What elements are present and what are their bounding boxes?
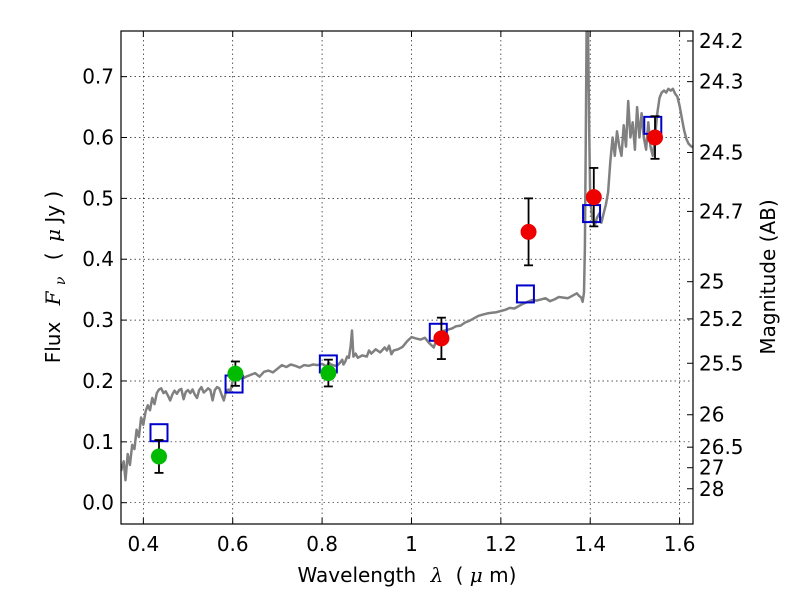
x-tick-label: 1.4 (574, 532, 606, 556)
photometry-point (585, 189, 602, 206)
model-photometry-square (515, 284, 535, 304)
x-axis-title: Wavelength λ ( μ m) (298, 563, 517, 587)
y-axis-unit-close: Jy ) (41, 191, 65, 225)
y-tick-label: 0.6 (82, 126, 114, 150)
magnitude-tick-label: 28 (699, 477, 724, 501)
x-tick-label: 1.2 (485, 532, 517, 556)
y-tick-label: 0.4 (82, 247, 114, 271)
magnitude-tick-label: 25.2 (699, 307, 744, 331)
grid-lines (121, 31, 693, 524)
magnitude-tick-label: 24.5 (699, 140, 744, 164)
x-tick-label: 0.4 (127, 532, 159, 556)
photometry-point (647, 129, 664, 146)
magnitude-tick-label: 27 (699, 456, 724, 480)
tick-marks (121, 31, 693, 524)
model-photometry-square (582, 204, 602, 224)
y-tick-label: 0.2 (82, 369, 114, 393)
spectrum-line (121, 31, 693, 482)
model-photometry-square (149, 423, 169, 443)
x-axis-symbol: λ (430, 563, 444, 587)
magnitude-tick-label: 24.3 (699, 70, 744, 94)
x-axis-title-text: Wavelength (298, 563, 417, 587)
y-tick-label: 0.1 (82, 430, 114, 454)
tick-labels: 0.4 0.6 0.8 1 1.2 1.4 1.6 0.0 0.1 0.2 0.3 0.4 0.5 0.6… (82, 29, 743, 556)
magnitude-axis-title: Magnitude (AB) (756, 199, 780, 354)
x-axis-unit-close: m) (489, 563, 516, 587)
x-tick-label: 1.6 (664, 532, 696, 556)
magnitude-tick-label: 24.2 (699, 29, 744, 53)
x-tick-label: 1 (405, 532, 418, 556)
y-axis-unit-mu: μ (41, 229, 65, 242)
magnitude-tick-label: 26 (699, 403, 724, 427)
x-axis-unit-open: ( (456, 563, 464, 587)
x-axis-unit-mu: μ (470, 563, 483, 587)
photometry-point (520, 223, 537, 240)
photometry-point (227, 365, 244, 382)
y-axis-unit-open: ( (41, 252, 65, 260)
plot-frame (120, 30, 694, 525)
spectrum-layer (121, 31, 693, 482)
magnitude-tick-label: 26.5 (699, 435, 744, 459)
y-axis-title-text: Flux (41, 322, 65, 364)
x-tick-label: 0.8 (306, 532, 338, 556)
y-tick-label: 0.0 (82, 491, 114, 515)
y-axis-symbol: F (41, 290, 65, 306)
y-axis-symbol-sub: ν (53, 276, 69, 285)
photometry-point (320, 365, 337, 382)
photometry-point (433, 330, 450, 347)
y-tick-label: 0.3 (82, 308, 114, 332)
y-axis-title: Flux F ν ( μ Jy ) (41, 191, 70, 364)
y-tick-label: 0.5 (82, 186, 114, 210)
marker-layer (149, 115, 664, 474)
magnitude-tick-label: 25 (699, 270, 724, 294)
y-tick-label: 0.7 (82, 65, 114, 89)
x-tick-label: 0.6 (217, 532, 249, 556)
magnitude-tick-label: 25.5 (699, 351, 744, 375)
magnitude-tick-label: 24.7 (699, 199, 744, 223)
photometry-point (150, 448, 167, 465)
